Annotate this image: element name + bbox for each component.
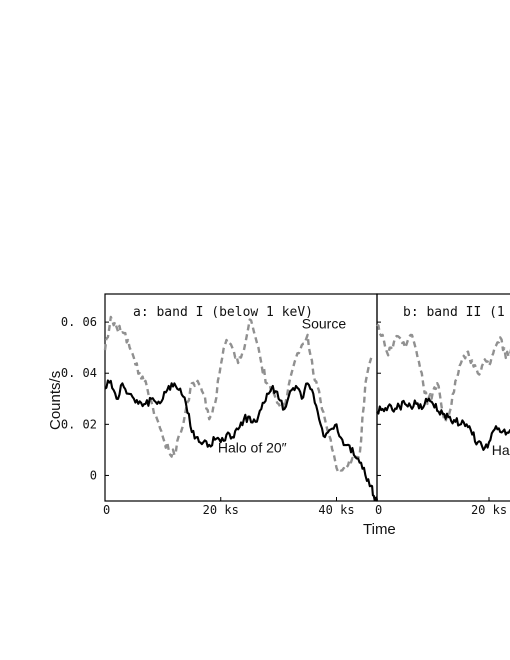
y-axis-label: Counts/s <box>47 371 64 430</box>
panel-a-title: a: band I (below 1 keV) <box>133 305 313 320</box>
y-tick-label: 0. 04 <box>61 366 97 380</box>
panel-b-ticks: 0 20 ks <box>375 321 507 517</box>
panel-b: 0 20 ks Ha b: band II (1 <box>375 293 510 517</box>
annotation-label: Ha <box>492 442 510 458</box>
panel-a-ticks: 0. 06 0. 04 0. 02 0 0 20 ks 40 ks <box>61 315 355 517</box>
x-tick-label: 0 <box>375 503 382 517</box>
x-tick-label: 0 <box>103 503 110 517</box>
panel-b-labels: Ha <box>492 442 510 458</box>
panel-a-labels: Source Halo of 20″ <box>218 316 346 456</box>
x-tick-label: 20 ks <box>471 503 507 517</box>
x-tick-label: 40 ks <box>318 503 354 517</box>
x-tick-label: 20 ks <box>203 503 239 517</box>
x-axis-label: Time <box>363 521 396 538</box>
annotation-label: Source <box>302 316 347 332</box>
y-tick-label: 0. 02 <box>61 417 97 431</box>
series-halo-line <box>376 397 510 451</box>
annotation-label: Halo of 20″ <box>218 439 287 455</box>
y-tick-label: 0. 06 <box>61 315 97 329</box>
panel-a-series <box>103 315 379 502</box>
panel-a: 0. 06 0. 04 0. 02 0 0 20 ks 40 ks Source Halo o… <box>61 293 379 517</box>
panel-b-frame <box>376 293 510 502</box>
series-source-line <box>103 315 373 473</box>
panel-b-title: b: band II (1 <box>403 305 505 320</box>
series-halo-line <box>104 379 379 502</box>
y-tick-label: 0 <box>90 468 97 482</box>
panel-b-series <box>376 323 510 451</box>
